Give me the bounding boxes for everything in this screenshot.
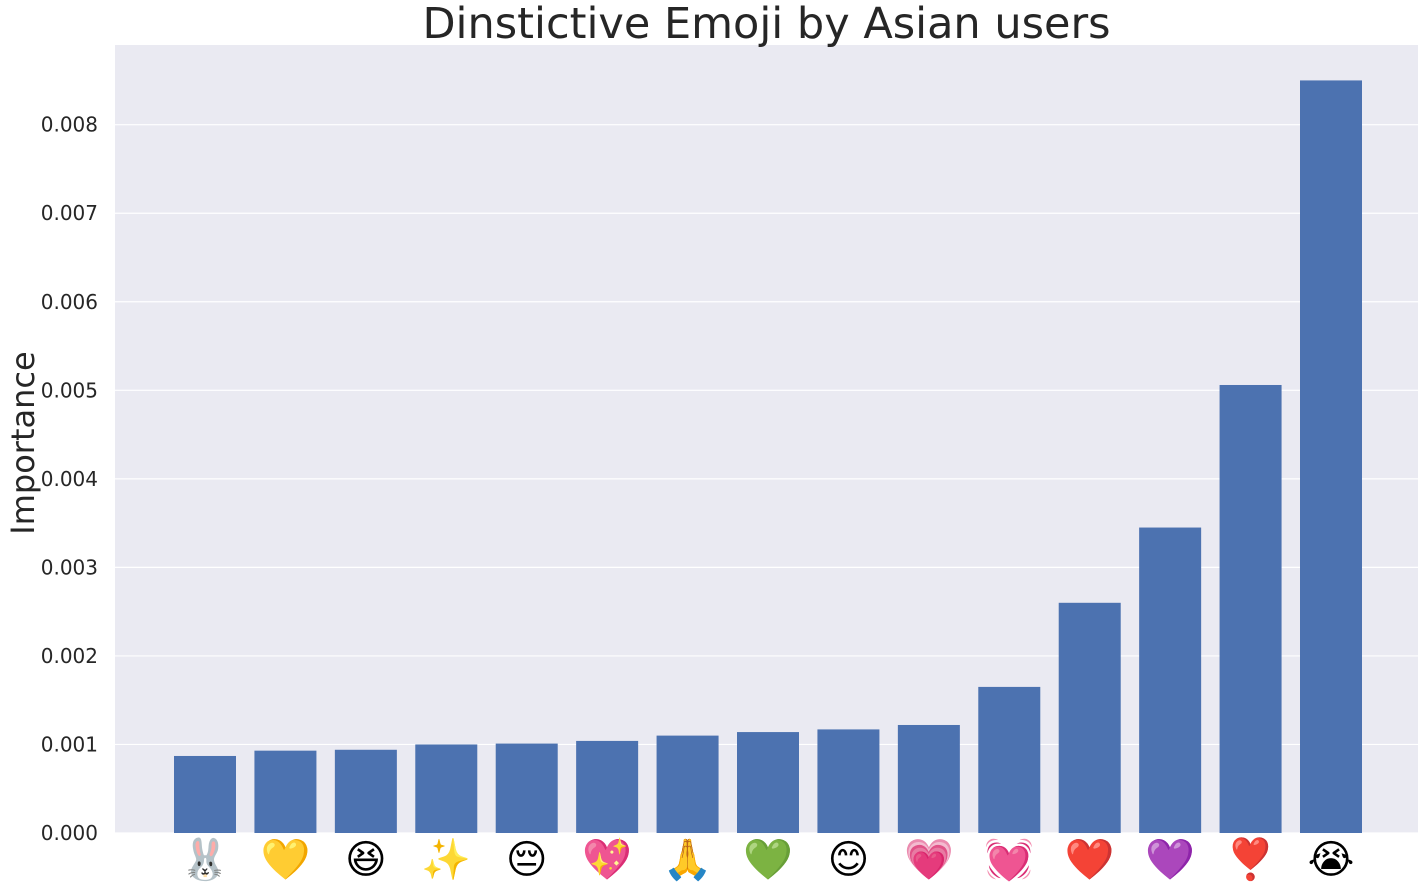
- x-tick-emoji: 😊: [828, 837, 870, 883]
- x-tick-emoji: 💚: [743, 837, 793, 883]
- x-tick-emoji: ❤️: [1065, 837, 1115, 883]
- y-axis-ticks: 0.000 0.001 0.002 0.003 0.004 0.005 0.006 0.007…: [41, 113, 98, 845]
- x-tick-emoji: ❣️: [1226, 836, 1276, 883]
- x-tick-emoji: 🐰: [180, 836, 230, 883]
- bar: [576, 740, 639, 833]
- y-tick-label: 0.008: [41, 113, 98, 137]
- y-tick-label: 0.005: [41, 378, 98, 402]
- x-axis-emoji-labels: 🐰 💛 😆 ✨ 😔 💖 🙏 💚 😊 💗 💓 ❤️ 💜 ❣️ 😭: [180, 836, 1354, 883]
- bar: [1058, 602, 1121, 833]
- bar: [1219, 384, 1282, 833]
- bars: [174, 80, 1362, 834]
- x-tick-emoji: 😭: [1308, 837, 1355, 883]
- bar: [978, 686, 1041, 833]
- y-tick-label: 0.006: [41, 290, 98, 314]
- x-tick-emoji: 💖: [582, 836, 632, 883]
- y-tick-label: 0.002: [41, 644, 98, 668]
- bar: [737, 732, 799, 833]
- bar: [334, 749, 397, 833]
- x-tick-emoji: ✨: [421, 837, 471, 883]
- bar: [656, 735, 719, 833]
- bar: [415, 744, 478, 833]
- x-tick-emoji: 😆: [345, 837, 387, 883]
- bar: [897, 724, 960, 833]
- y-tick-label: 0.000: [41, 821, 98, 845]
- x-tick-emoji: 🙏: [663, 837, 713, 883]
- x-tick-emoji: 💗: [904, 837, 954, 883]
- chart-title: Dinstictive Emoji by Asian users: [422, 0, 1110, 49]
- y-tick-label: 0.001: [41, 732, 98, 756]
- y-tick-label: 0.003: [41, 555, 98, 579]
- bar: [254, 750, 317, 833]
- x-tick-emoji: 😔: [506, 837, 548, 883]
- y-tick-label: 0.004: [41, 467, 98, 491]
- bar: [495, 743, 558, 833]
- bar: [817, 729, 880, 833]
- x-tick-emoji: 💜: [1145, 837, 1195, 883]
- x-tick-emoji: 💛: [261, 837, 311, 883]
- bar: [1139, 527, 1202, 833]
- bar: [1300, 80, 1362, 834]
- y-tick-label: 0.007: [41, 201, 98, 225]
- y-axis-label: Importance: [4, 351, 42, 534]
- x-tick-emoji: 💓: [984, 836, 1034, 883]
- bar: [174, 755, 236, 833]
